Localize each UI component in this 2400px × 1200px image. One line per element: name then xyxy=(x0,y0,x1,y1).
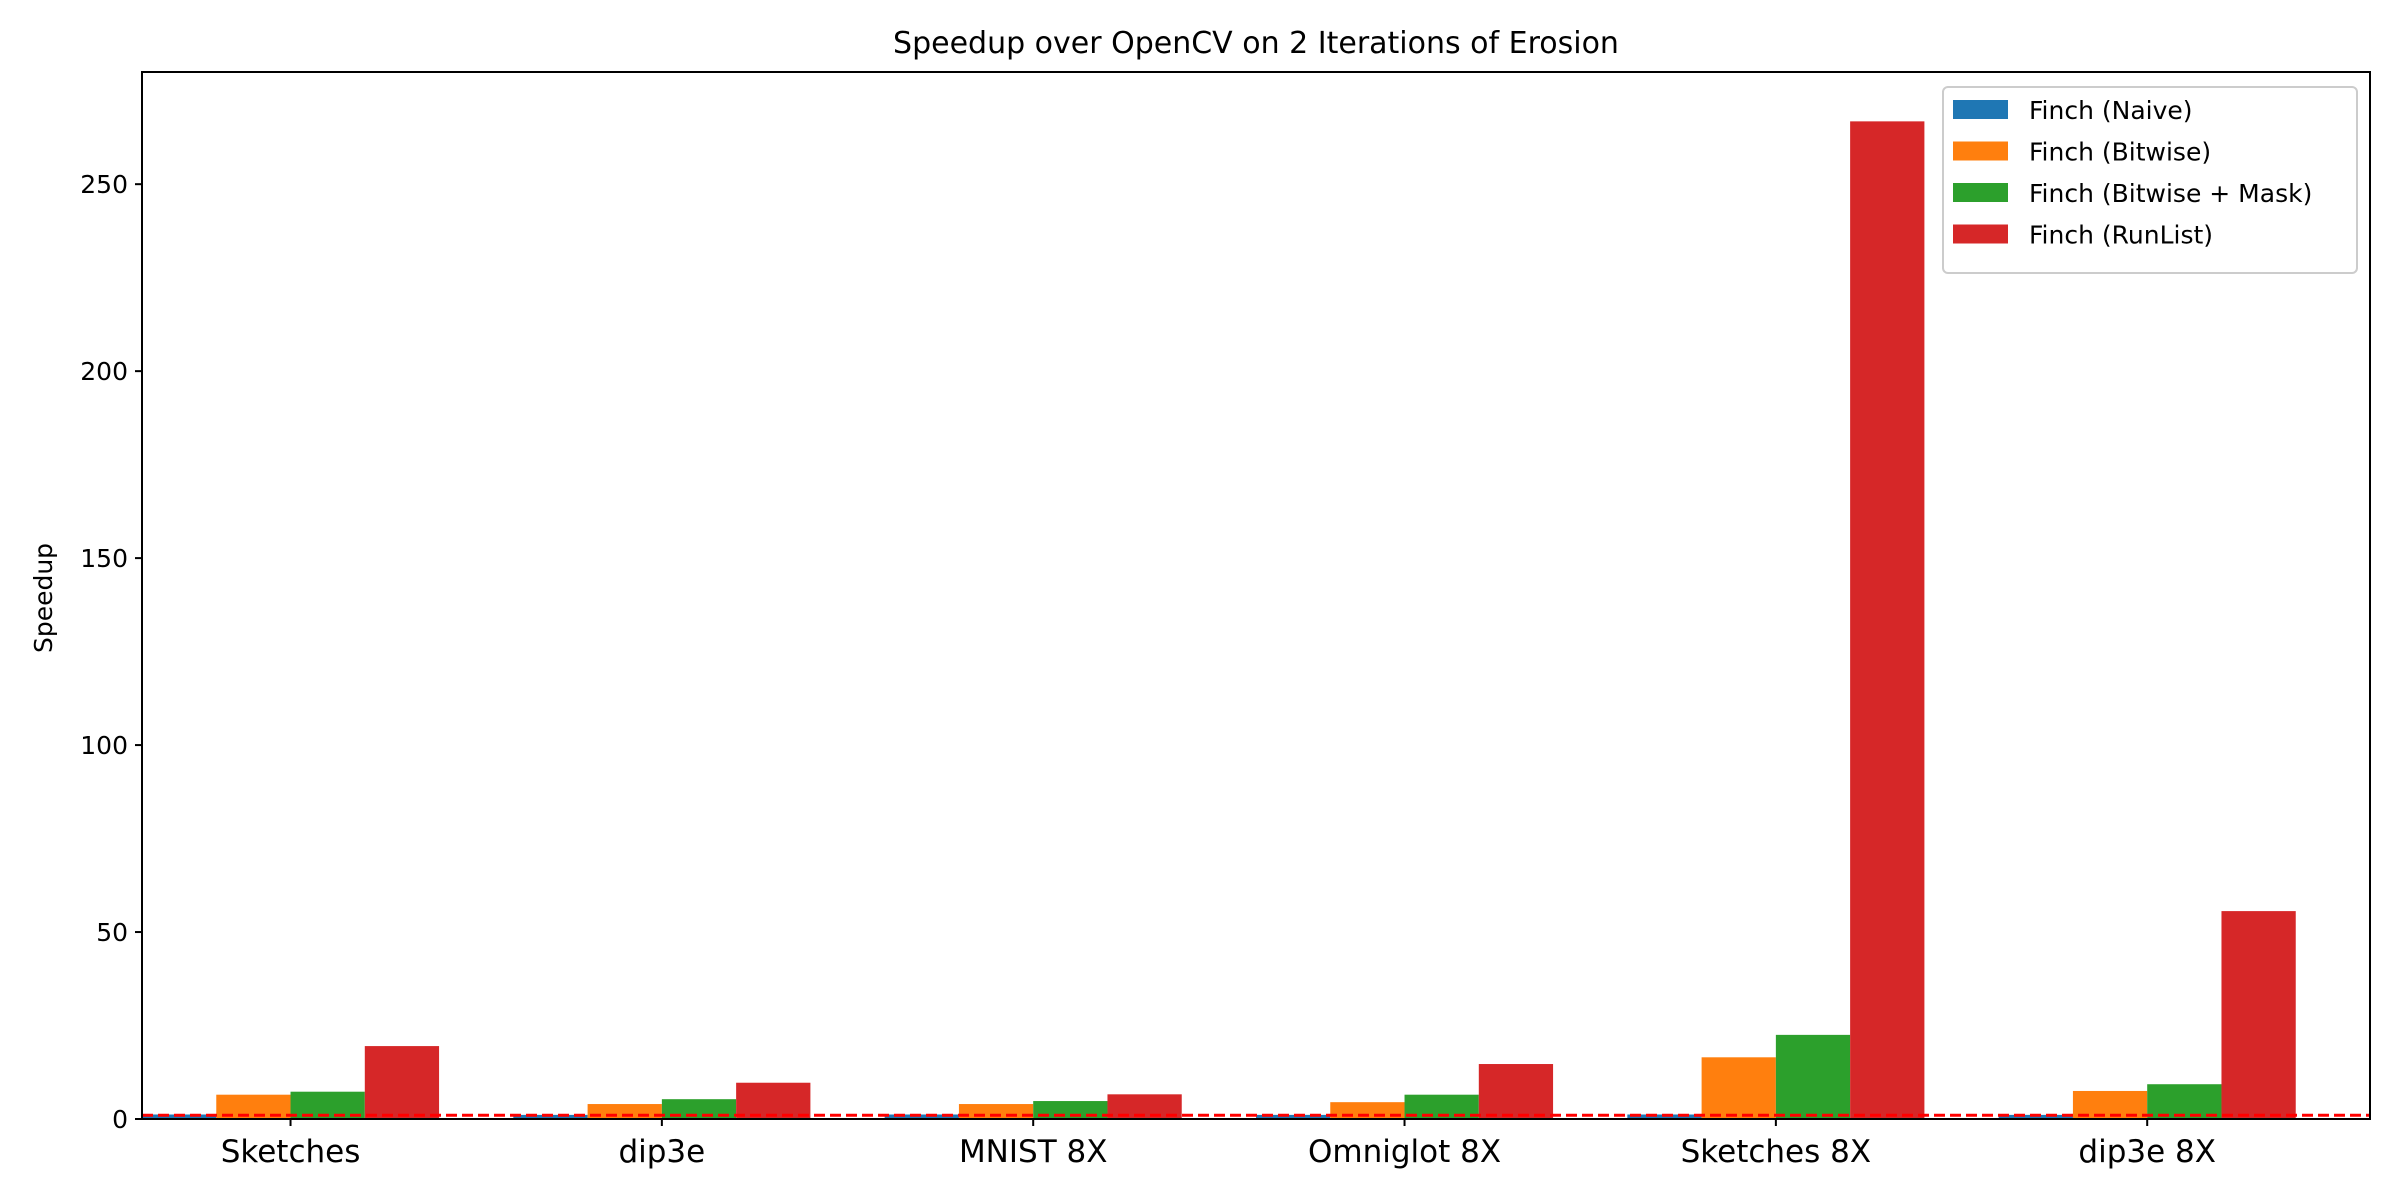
bar-finch-runlist-dip3e xyxy=(736,1082,811,1119)
y-axis-label: Speedup xyxy=(29,543,58,653)
y-tick-label-200: 200 xyxy=(80,357,128,386)
legend-label-finch-naive: Finch (Naive) xyxy=(2029,96,2193,125)
legend-swatch-finch-bitwise xyxy=(1953,141,2008,161)
legend-swatch-finch-naive xyxy=(1953,100,2008,119)
chart-title: Speedup over OpenCV on 2 Iterations of E… xyxy=(893,26,1619,61)
x-tick-label-sketches: Sketches xyxy=(221,1134,361,1170)
x-tick-label-dip3e: dip3e xyxy=(618,1134,705,1170)
y-tick-label-50: 50 xyxy=(96,918,128,947)
bar-finch-bitwise-mask-sketches-8x xyxy=(1775,1034,1851,1119)
bar-finch-naive-dip3e xyxy=(513,1114,588,1119)
bars-group xyxy=(142,121,2296,1120)
y-tick-label-150: 150 xyxy=(80,544,128,573)
bar-finch-runlist-dip3e-8x xyxy=(2221,911,2296,1119)
legend-box xyxy=(1942,86,2358,274)
bar-finch-naive-omniglot-8x xyxy=(1256,1114,1331,1119)
y-axis: 0 50 100 150 200 250 xyxy=(80,170,142,1134)
x-axis: Sketches dip3e MNIST 8X Omniglot 8X Sketches… xyxy=(221,1119,2216,1170)
x-tick-label-sketches-8x: Sketches 8X xyxy=(1681,1134,1871,1170)
legend-label-finch-bitwise: Finch (Bitwise) xyxy=(2029,138,2211,167)
bar-finch-naive-mnist-8x xyxy=(884,1114,959,1119)
bar-finch-naive-dip3e-8x xyxy=(1998,1114,2073,1119)
bar-finch-runlist-sketches xyxy=(364,1046,440,1119)
bar-finch-runlist-omniglot-8x xyxy=(1478,1064,1554,1119)
legend-swatch-finch-runlist xyxy=(1953,224,2008,244)
y-tick-label-250: 250 xyxy=(80,170,128,199)
y-tick-label-0: 0 xyxy=(112,1105,128,1134)
x-tick-label-mnist-8x: MNIST 8X xyxy=(959,1134,1108,1170)
legend: Finch (Naive) Finch (Bitwise) Finch (Bitwi… xyxy=(1942,86,2358,274)
legend-label-finch-runlist: Finch (RunList) xyxy=(2029,221,2213,250)
bar-finch-bitwise-sketches-8x xyxy=(1701,1057,1776,1119)
bar-finch-runlist-sketches-8x xyxy=(1850,121,1925,1120)
bar-finch-bitwise-mask-dip3e-8x xyxy=(2147,1084,2222,1119)
y-tick-label-100: 100 xyxy=(80,731,128,760)
x-tick-label-omniglot-8x: Omniglot 8X xyxy=(1308,1134,1501,1170)
legend-swatch-finch-bitwise-mask xyxy=(1953,183,2008,202)
plot-frame xyxy=(141,71,2371,1120)
legend-label-finch-bitwise-mask: Finch (Bitwise + Mask) xyxy=(2029,179,2312,208)
x-tick-label-dip3e-8x: dip3e 8X xyxy=(2078,1134,2216,1170)
